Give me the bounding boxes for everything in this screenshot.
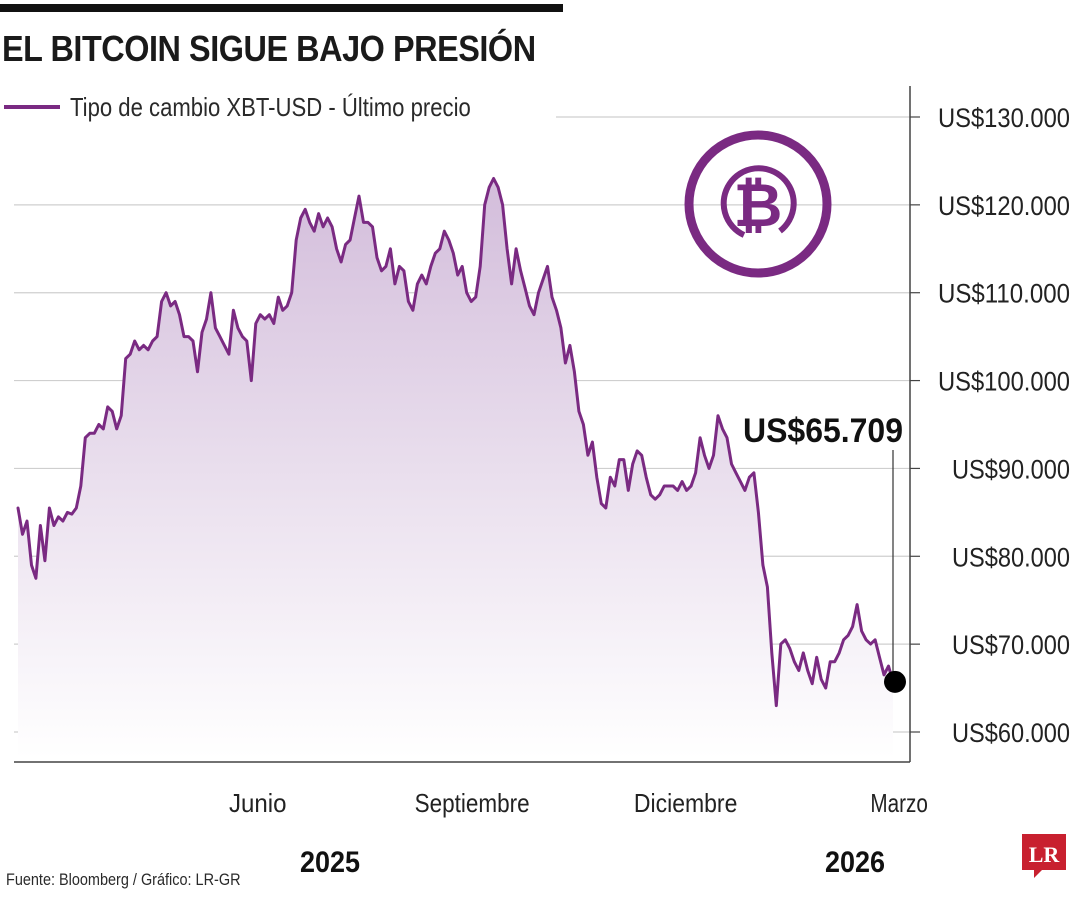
source-note: Fuente: Bloomberg / Gráfico: LR-GR xyxy=(6,870,241,889)
x-tick-label: Septiembre xyxy=(415,788,530,818)
lr-logo: LR xyxy=(1022,834,1066,878)
y-tick-label: US$70.000 xyxy=(952,630,1070,660)
legend-swatch xyxy=(4,105,60,109)
y-tick-label: US$130.000 xyxy=(938,103,1070,133)
x-tick-label: Junio xyxy=(229,788,287,818)
y-tick-labels: US$60.000 US$70.000 US$80.000 US$90.000 US$1… xyxy=(910,103,1070,748)
last-value-label: US$65.709 xyxy=(743,412,903,450)
y-tick-label: US$100.000 xyxy=(938,367,1070,397)
y-tick-label: US$80.000 xyxy=(952,542,1070,572)
price-line xyxy=(16,177,895,708)
legend-label: Tipo de cambio XBT-USD - Último precio xyxy=(70,91,471,122)
chart-title: EL BITCOIN SIGUE BAJO PRESIÓN xyxy=(2,28,536,69)
svg-text:₿: ₿ xyxy=(734,171,783,241)
last-value-marker xyxy=(884,670,906,693)
y-tick-label: US$90.000 xyxy=(952,454,1070,484)
legend: Tipo de cambio XBT-USD - Último precio xyxy=(4,90,556,124)
x-tick-labels: Junio Septiembre Diciembre Marzo xyxy=(229,788,928,818)
top-rule xyxy=(0,4,563,12)
x-tick-label: Marzo xyxy=(870,788,928,818)
x-tick-label: Diciembre xyxy=(634,788,738,818)
y-tick-label: US$110.000 xyxy=(938,279,1070,309)
y-tick-label: US$60.000 xyxy=(952,718,1070,748)
year-labels: 2025 2026 xyxy=(300,846,885,879)
year-label: 2025 xyxy=(300,846,360,879)
lr-logo-text: LR xyxy=(1029,842,1061,867)
y-tick-label: US$120.000 xyxy=(938,191,1070,221)
year-label: 2026 xyxy=(825,846,885,879)
bitcoin-icon: ₿ xyxy=(684,130,832,278)
